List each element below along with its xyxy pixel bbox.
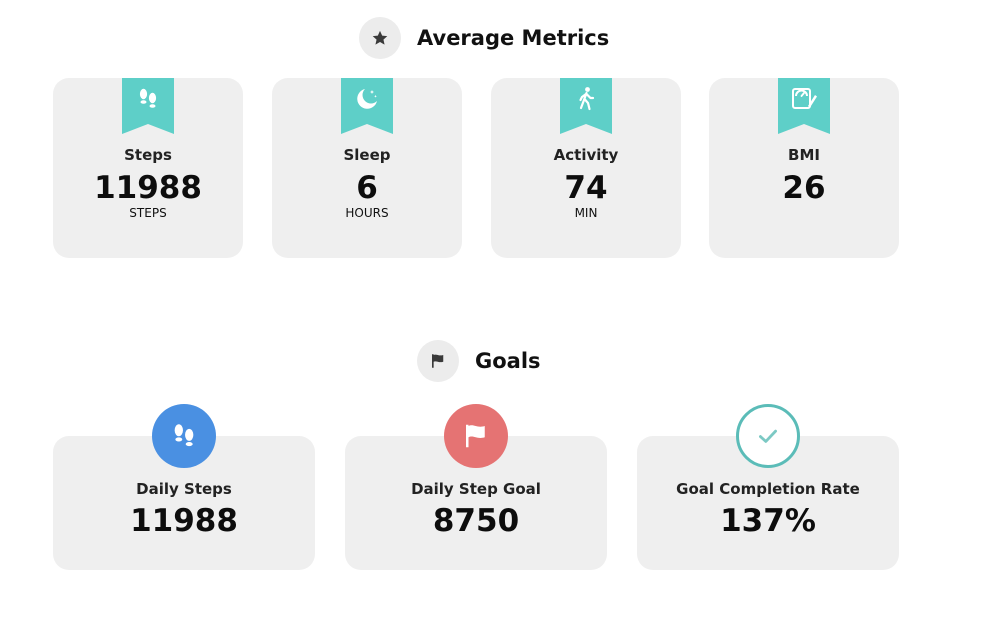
metric-card-bmi: BMI 26: [709, 78, 899, 258]
metric-unit: STEPS: [129, 206, 167, 220]
metric-value: 6: [356, 170, 378, 206]
metric-card-steps: Steps 11988 STEPS: [53, 78, 243, 258]
goals-title: Goals: [475, 349, 541, 373]
metric-value: 74: [564, 170, 608, 206]
footprints-icon: [139, 88, 157, 108]
checkmark-icon: [759, 429, 777, 443]
scale-icon: [792, 88, 817, 109]
completion-rate-badge: [736, 404, 800, 468]
moon-icon: [357, 89, 377, 109]
flag-icon: [417, 340, 459, 382]
ribbon-badge: [778, 78, 830, 134]
goal-value: 11988: [130, 503, 238, 539]
metric-card-activity: Activity 74 MIN: [491, 78, 681, 258]
metric-label: Steps: [124, 146, 172, 164]
goal-value: 137%: [720, 503, 816, 539]
star-icon: [359, 17, 401, 59]
metric-unit: MIN: [574, 206, 598, 220]
goal-label: Goal Completion Rate: [676, 480, 860, 498]
goal-label: Daily Step Goal: [411, 480, 541, 498]
flag-icon: [466, 424, 485, 448]
metric-card-sleep: Sleep 6 HOURS: [272, 78, 462, 258]
average-metrics-title: Average Metrics: [417, 26, 610, 50]
daily-steps-badge: [152, 404, 216, 468]
metric-value: 26: [782, 170, 826, 206]
goal-value: 8750: [432, 503, 520, 539]
metric-label: Sleep: [343, 146, 391, 164]
step-goal-badge: [444, 404, 508, 468]
footprints-icon: [174, 424, 194, 447]
ribbon-badge: [341, 78, 393, 134]
metric-label: BMI: [788, 146, 820, 164]
metric-value: 11988: [94, 170, 202, 206]
metric-unit: HOURS: [345, 206, 389, 220]
ribbon-badge: [122, 78, 174, 134]
walking-person-icon: [579, 87, 595, 111]
goal-label: Daily Steps: [136, 480, 232, 498]
metric-label: Activity: [553, 146, 619, 164]
goals-header: Goals: [417, 340, 541, 382]
ribbon-badge: [560, 78, 612, 134]
average-metrics-header: Average Metrics: [359, 17, 609, 59]
